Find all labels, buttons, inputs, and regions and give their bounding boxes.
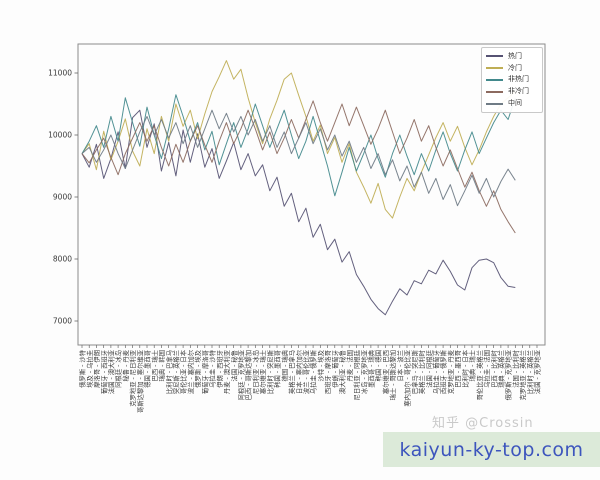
legend-line-swatch [486, 90, 503, 93]
x-tick-label: 英格兰 - 巴拿马 [287, 350, 296, 394]
x-tick-label: 巴拿马 - 突尼斯 [410, 349, 419, 394]
x-tick-label: 比利时 - 突尼斯 [265, 349, 274, 394]
y-tick-label: 8000 [53, 255, 72, 264]
legend-entry-nonhot: 非热门 [486, 74, 538, 85]
legend-entry-cold: 冷门 [486, 63, 538, 74]
x-tick-label: 瑞典 - 韩国 [157, 350, 166, 381]
x-tick-label: 比利时 - 日本 [460, 349, 469, 387]
x-tick-label: 伊朗 - 葡萄牙 [330, 350, 339, 388]
x-tick-label: 克罗地亚 - 尼日利亚 [128, 349, 137, 406]
x-tick-label: 澳大利亚 - 秘鲁 [338, 350, 347, 394]
x-tick-label: 日本 - 波兰 [395, 350, 404, 381]
x-tick-label: 巴西 - 墨西哥 [454, 350, 462, 388]
y-tick-label: 11000 [48, 69, 72, 78]
x-tick-label: 波兰 - 哥伦比亚 [301, 349, 310, 394]
x-tick-label: 乌拉圭 - 葡萄牙 [431, 350, 440, 394]
x-tick-label: 韩国 - 墨西哥 [273, 350, 282, 388]
legend-entry-middle: 中间 [486, 98, 538, 109]
legend-entry-hot: 热门 [486, 51, 538, 62]
y-tick-label: 7000 [53, 317, 72, 326]
x-tick-label: 尼日利亚 - 阿根廷 [352, 349, 361, 400]
legend-label: 非热门 [508, 75, 529, 84]
x-tick-label: 克罗地亚 - 丹麦 [446, 349, 455, 394]
x-tick-label: 哥伦比亚 - 日本 [179, 349, 188, 394]
x-tick-label: 德国 - 墨西哥 [143, 350, 152, 388]
x-tick-label: 俄罗斯 - 克罗地亚 [504, 349, 513, 400]
x-tick-label: 葡萄牙 - 西班牙 [99, 350, 108, 394]
legend-line-swatch [486, 55, 503, 58]
site-url-banner[interactable]: kaiyun-ky-top.com [383, 432, 600, 467]
series-line-中间 [81, 109, 516, 207]
x-tick-label: 西班牙 - 摩洛哥 [323, 350, 332, 394]
x-tick-label: 瑞典 - 瑞士 [468, 350, 477, 381]
x-tick-label: 法国 - 澳大利亚 [106, 349, 115, 394]
legend-label: 非冷门 [508, 87, 529, 96]
y-tick-label: 10000 [48, 131, 72, 140]
x-tick-label: 瑞士 - 哥斯达黎加 [388, 350, 397, 400]
x-tick-label: 摩洛哥 - 伊朗 [92, 350, 101, 388]
x-tick-label: 俄罗斯 - 埃及 [193, 349, 202, 387]
x-tick-label: 丹麦 - 法国 [345, 350, 354, 381]
x-tick-label: 日本 - 塞内加尔 [294, 350, 303, 394]
x-tick-label: 阿根廷 - 克罗地亚 [236, 349, 245, 400]
zhihu-watermark-text: 知乎 @Crossin [432, 416, 534, 431]
x-tick-label: 塞内加尔 - 哥伦比亚 [403, 349, 412, 406]
x-tick-label: 乌拉圭 - 法国 [482, 350, 491, 388]
x-tick-label: 英格兰 - 比利时 [417, 349, 426, 394]
x-tick-label: 西班牙 - 俄罗斯 [439, 349, 448, 394]
x-tick-label: 墨西哥 - 瑞典 [366, 349, 375, 387]
x-tick-label: 突尼斯 - 英格兰 [171, 350, 180, 394]
plot-frame [77, 43, 546, 346]
x-tick-label: 沙特 - 埃及 [316, 349, 325, 381]
x-tick-label: 法国 - 秘鲁 [229, 350, 238, 381]
x-tick-label: 巴西 - 瑞士 [150, 350, 159, 381]
series-line-冷门 [81, 60, 516, 219]
legend-line-swatch [486, 102, 503, 105]
y-axis: 7000 8000 9000 10000 11000 [48, 69, 78, 326]
x-axis: 俄罗斯 - 沙特 埃及 - 乌拉圭 摩洛哥 - 伊朗 葡萄牙 - 西班牙 法国 - 澳大… [78, 345, 542, 413]
x-tick-label: 法国 - 克罗地亚 [533, 349, 542, 394]
legend-line-swatch [486, 78, 503, 81]
x-tick-label: 比利时 - 英格兰 [525, 350, 534, 394]
legend-label: 中间 [508, 99, 522, 108]
x-tick-label: 冰岛 - 克罗地亚 [359, 349, 368, 394]
legend-label: 热门 [508, 51, 522, 60]
site-url-text[interactable]: kaiyun-ky-top.com [399, 438, 584, 461]
x-tick-label: 葡萄牙 - 摩洛哥 [200, 350, 209, 394]
x-tick-label: 瑞典 - 英格兰 [496, 350, 505, 388]
x-tick-label: 比利时 - 巴拿马 [164, 350, 173, 394]
x-tick-label: 阿根廷 - 冰岛 [114, 350, 123, 388]
x-tick-label: 波兰 - 塞内加尔 [186, 350, 195, 394]
legend-label: 冷门 [508, 63, 522, 72]
x-tick-label: 韩国 - 德国 [374, 350, 383, 381]
x-tick-label: 塞尔维亚 - 巴西 [381, 350, 390, 394]
x-tick-label: 秘鲁 - 丹麦 [121, 349, 130, 381]
legend-entry-noncold: 非冷门 [486, 86, 538, 97]
series-line-非冷门 [81, 100, 516, 234]
series-line-热门 [81, 109, 516, 316]
x-tick-label: 乌拉圭 - 俄罗斯 [309, 349, 318, 394]
x-tick-label: 乌拉圭 - 沙特 [208, 349, 217, 387]
x-tick-label: 德国 - 瑞典 [280, 349, 289, 381]
x-tick-label: 塞尔维亚 - 瑞士 [258, 350, 267, 394]
x-tick-label: 哥伦比亚 - 英格兰 [475, 350, 484, 400]
x-tick-label: 克罗地亚 - 英格兰 [518, 350, 527, 400]
x-tick-label: 俄罗斯 - 沙特 [78, 349, 87, 387]
series-lines [81, 60, 516, 316]
x-tick-label: 巴西 - 比利时 [489, 349, 498, 387]
x-tick-label: 埃及 - 乌拉圭 [85, 350, 94, 388]
x-tick-label: 法国 - 阿根廷 [424, 349, 433, 387]
y-tick-label: 9000 [53, 193, 72, 202]
x-tick-label: 丹麦 - 澳大利亚 [222, 349, 231, 394]
x-tick-label: 伊朗 - 西班牙 [215, 350, 224, 388]
x-tick-label: 巴西 - 哥斯达黎加 [244, 350, 253, 400]
x-tick-label: 尼日利亚 - 冰岛 [251, 350, 260, 394]
x-tick-label: 哥斯达黎加 - 塞尔维亚 [135, 349, 144, 413]
legend-line-swatch [486, 67, 503, 70]
chart-legend: 热门 冷门 非热门 非冷门 中间 [481, 47, 543, 113]
x-tick-label: 法国 - 比利时 [511, 349, 520, 387]
